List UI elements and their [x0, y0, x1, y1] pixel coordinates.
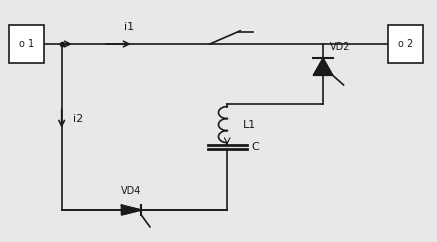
- Text: i1: i1: [124, 22, 134, 32]
- Text: VD4: VD4: [121, 186, 142, 196]
- Polygon shape: [121, 205, 141, 215]
- FancyBboxPatch shape: [388, 25, 423, 63]
- Text: C: C: [251, 142, 259, 152]
- Text: o 1: o 1: [19, 39, 35, 49]
- Text: VD2: VD2: [329, 42, 350, 53]
- Text: o 2: o 2: [398, 39, 413, 49]
- Polygon shape: [313, 58, 333, 75]
- Text: L1: L1: [243, 120, 256, 130]
- FancyBboxPatch shape: [10, 25, 44, 63]
- Text: i2: i2: [73, 113, 83, 124]
